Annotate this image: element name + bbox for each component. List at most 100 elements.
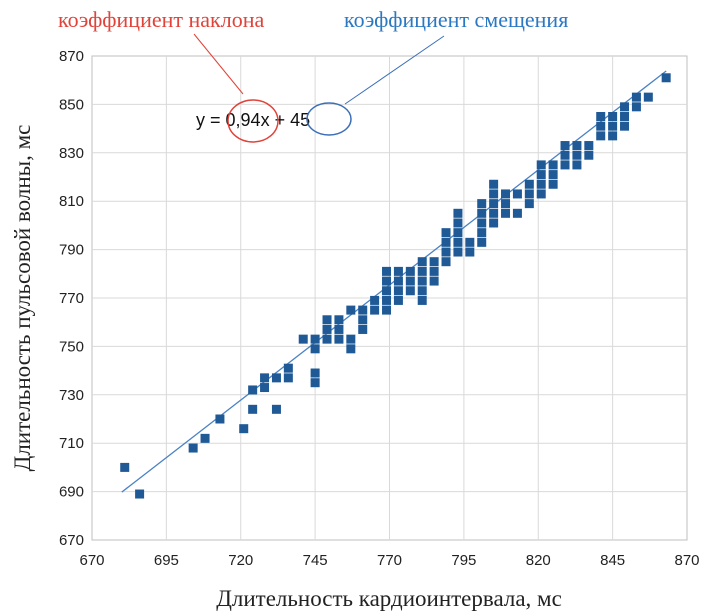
data-point xyxy=(441,257,451,267)
data-point xyxy=(596,112,606,121)
data-point xyxy=(489,179,499,189)
y-axis-title: Длительность пульсовой волны, мс xyxy=(10,125,35,472)
x-tick-label: 695 xyxy=(154,552,179,569)
data-point xyxy=(298,334,308,344)
data-point xyxy=(477,199,487,209)
data-points xyxy=(120,73,671,499)
grid-lines xyxy=(92,56,687,540)
data-point xyxy=(560,160,570,170)
data-point xyxy=(382,305,392,315)
intercept-annotation: коэффициент смещения xyxy=(344,7,568,32)
data-point xyxy=(536,189,546,199)
equation-prefix: y = xyxy=(196,110,226,130)
data-point xyxy=(271,404,281,414)
data-point xyxy=(429,276,439,286)
data-point xyxy=(453,237,463,247)
equation-slope: 0,94 xyxy=(226,110,261,130)
data-point xyxy=(260,383,270,393)
y-tick-label: 730 xyxy=(59,387,84,404)
data-point xyxy=(322,334,332,344)
data-point xyxy=(405,266,415,276)
data-point xyxy=(283,373,293,383)
data-point xyxy=(188,443,198,453)
data-point xyxy=(358,324,368,334)
data-point xyxy=(310,368,320,378)
data-point xyxy=(572,160,582,170)
data-point xyxy=(441,228,451,238)
data-point xyxy=(560,141,570,151)
data-point xyxy=(548,160,558,170)
data-point xyxy=(620,121,630,131)
data-point xyxy=(405,276,415,286)
data-point xyxy=(477,237,487,247)
data-point xyxy=(453,208,463,218)
y-tick-label: 870 xyxy=(59,48,84,65)
x-tick-labels: 670 695 720 745 770 795 820 845 870 xyxy=(79,552,699,569)
data-point xyxy=(417,276,427,286)
data-point xyxy=(661,73,671,83)
data-point xyxy=(572,141,582,151)
x-tick-label: 870 xyxy=(674,552,699,569)
data-point xyxy=(453,247,463,257)
x-tick-label: 770 xyxy=(377,552,402,569)
x-tick-label: 670 xyxy=(79,552,104,569)
trendline-equation: y = 0,94x + 45 xyxy=(196,110,310,130)
data-point xyxy=(501,208,511,218)
data-point xyxy=(631,102,641,112)
data-point xyxy=(608,131,618,141)
data-point xyxy=(548,170,558,180)
y-tick-label: 830 xyxy=(59,145,84,162)
y-tick-labels: 670 690 710 730 750 770 790 810 830 850 870 xyxy=(59,48,84,549)
data-point xyxy=(382,266,392,276)
data-point xyxy=(584,141,594,151)
data-point xyxy=(405,286,415,296)
data-point xyxy=(417,295,427,305)
equation-middle: x + xyxy=(261,110,291,130)
data-point xyxy=(572,150,582,160)
y-tick-label: 690 xyxy=(59,484,84,501)
data-point xyxy=(477,228,487,238)
y-tick-label: 750 xyxy=(59,338,84,355)
data-point xyxy=(477,218,487,228)
data-point xyxy=(271,373,281,383)
data-point xyxy=(596,131,606,141)
data-point xyxy=(524,199,534,209)
data-point xyxy=(310,344,320,354)
y-tick-label: 790 xyxy=(59,242,84,259)
data-point xyxy=(596,121,606,131)
data-point xyxy=(382,295,392,305)
data-point xyxy=(393,295,403,305)
data-point xyxy=(501,199,511,209)
data-point xyxy=(310,378,320,388)
data-point xyxy=(453,228,463,238)
x-tick-label: 820 xyxy=(526,552,551,569)
y-tick-label: 850 xyxy=(59,96,84,113)
data-point xyxy=(429,266,439,276)
y-tick-label: 810 xyxy=(59,193,84,210)
data-point xyxy=(322,324,332,334)
x-tick-label: 845 xyxy=(600,552,625,569)
slope-highlight-circle xyxy=(227,99,279,143)
data-point xyxy=(334,334,344,344)
intercept-highlight-circle xyxy=(306,102,352,136)
y-tick-label: 670 xyxy=(59,532,84,549)
intercept-leader-line xyxy=(344,35,445,105)
data-point xyxy=(248,385,258,395)
data-point xyxy=(429,257,439,267)
x-axis-title: Длительность кардиоинтервала, мс xyxy=(216,586,562,611)
data-point xyxy=(548,179,558,189)
data-point xyxy=(370,305,380,315)
data-point xyxy=(346,334,356,344)
data-point xyxy=(283,363,293,373)
data-point xyxy=(584,150,594,160)
data-point xyxy=(417,286,427,296)
slope-annotation: коэффициент наклона xyxy=(58,7,264,32)
x-tick-label: 745 xyxy=(303,552,328,569)
y-tick-label: 770 xyxy=(59,290,84,307)
data-point xyxy=(465,237,475,247)
data-point xyxy=(382,276,392,286)
data-point xyxy=(239,424,249,434)
data-point xyxy=(489,199,499,209)
data-point xyxy=(536,179,546,189)
data-point xyxy=(417,266,427,276)
